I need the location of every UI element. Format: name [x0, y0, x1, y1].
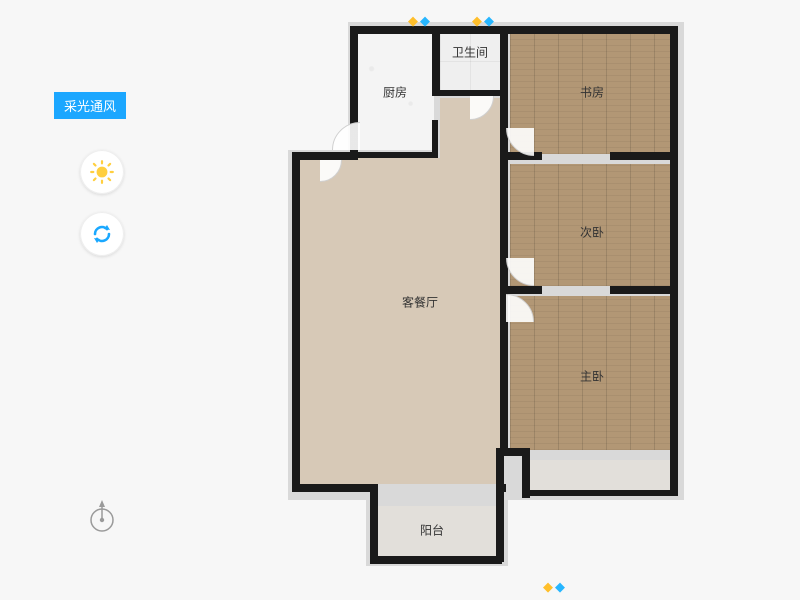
wall [496, 484, 504, 562]
wall [432, 90, 504, 96]
room-label: 厨房 [383, 84, 407, 101]
wall [432, 120, 438, 156]
wall [350, 26, 678, 34]
room-label: 主卧 [580, 368, 604, 385]
vent-marker: ◆◆ [543, 580, 565, 593]
wall [358, 152, 438, 158]
stage: 采光通风 厨房卫生间书房次卧主卧客餐厅阳台 ◆◆◆◆◆◆ [0, 0, 800, 600]
room-label: 阳台 [420, 522, 444, 539]
wall [292, 152, 300, 488]
room-bay-window [530, 460, 670, 490]
wall [610, 286, 678, 294]
room-label: 书房 [580, 84, 604, 101]
wall [670, 26, 678, 456]
room-客餐厅 [300, 158, 500, 484]
room-label: 卫生间 [452, 44, 488, 61]
room-label: 次卧 [580, 224, 604, 241]
wall [610, 152, 678, 160]
wall [500, 286, 542, 294]
room-label: 客餐厅 [402, 294, 438, 311]
floorplan[interactable]: 厨房 卫生间书房次卧主卧 客餐厅阳台 [0, 0, 800, 600]
vent-marker: ◆◆ [472, 14, 494, 27]
wall [370, 556, 502, 564]
wall [522, 490, 676, 496]
vent-marker: ◆◆ [408, 14, 430, 27]
wall [292, 484, 378, 492]
wall [292, 152, 358, 160]
wall [370, 484, 378, 562]
wall [432, 26, 440, 96]
